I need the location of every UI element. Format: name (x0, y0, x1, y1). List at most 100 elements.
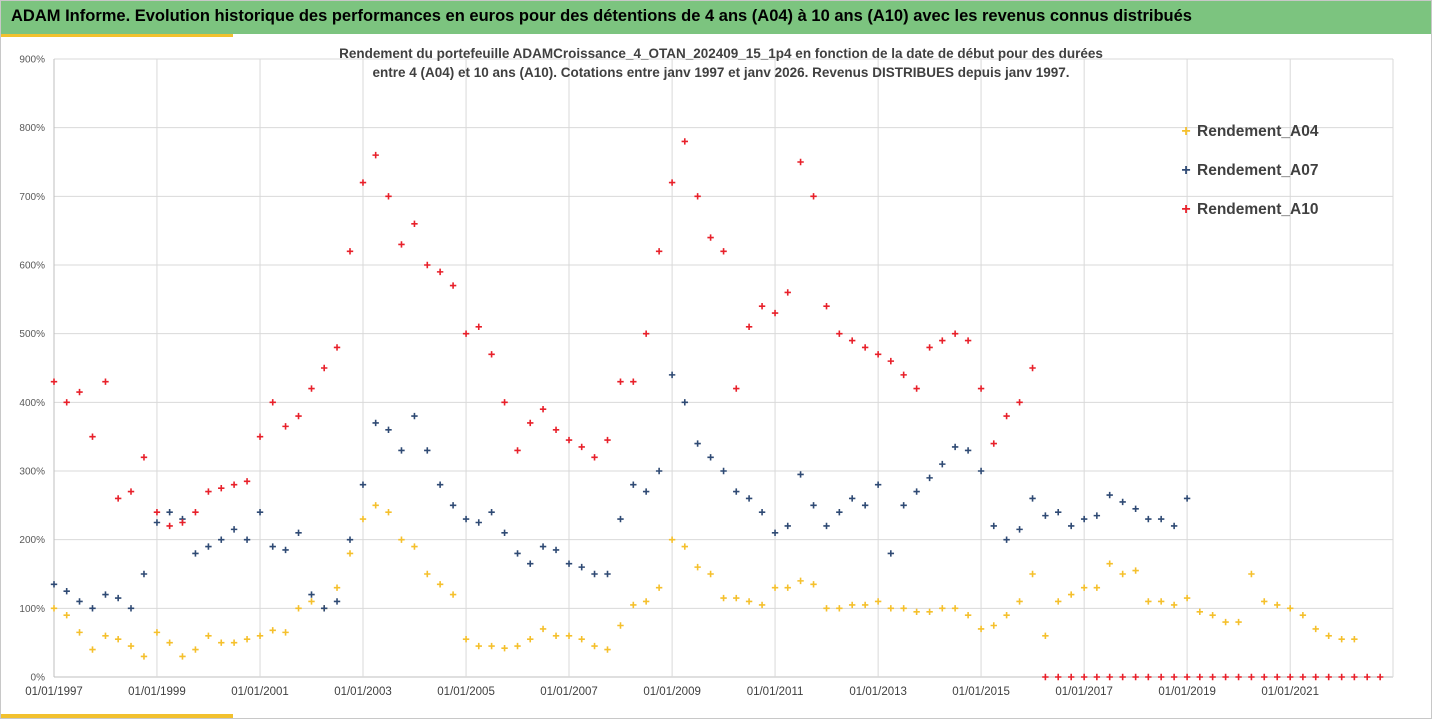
data-point (1003, 536, 1010, 543)
x-tick-label: 01/01/2003 (334, 686, 392, 698)
data-point (1119, 673, 1126, 681)
data-point (591, 570, 598, 578)
data-point (1222, 618, 1229, 626)
data-point (642, 488, 650, 495)
chart-title: Rendement du portefeuille ADAMCroissance… (211, 44, 1231, 82)
data-point (977, 467, 985, 475)
data-point (655, 467, 663, 475)
data-point (591, 642, 598, 650)
data-point (514, 447, 521, 454)
data-point (668, 371, 676, 379)
data-point (1248, 673, 1255, 681)
data-point (527, 419, 534, 427)
data-point (269, 399, 276, 406)
data-point (243, 536, 251, 543)
data-point (63, 399, 70, 406)
data-point (102, 591, 109, 598)
data-point (784, 289, 791, 296)
data-point (372, 502, 379, 509)
data-point (552, 426, 560, 433)
data-point (630, 481, 637, 488)
data-point (295, 412, 302, 420)
data-point (861, 344, 869, 351)
data-point (990, 440, 997, 447)
data-point (604, 646, 611, 653)
data-point (50, 378, 58, 385)
data-point (205, 488, 212, 495)
data-point (102, 378, 109, 385)
data-point (1093, 584, 1101, 591)
data-point (1067, 591, 1075, 598)
data-point (1325, 673, 1332, 681)
data-point (205, 543, 212, 550)
data-point (114, 495, 122, 502)
data-point (939, 337, 946, 344)
data-point (76, 388, 83, 396)
data-point (127, 605, 135, 612)
data-point (153, 629, 161, 636)
data-point (527, 560, 534, 567)
data-point (784, 584, 791, 591)
data-point (1003, 412, 1010, 420)
data-point (436, 481, 444, 488)
y-tick-label: 400% (19, 398, 45, 409)
data-point (153, 509, 161, 516)
data-point (694, 440, 701, 447)
data-point (887, 357, 895, 365)
data-point (745, 598, 753, 605)
chart-title-line-1: Rendement du portefeuille ADAMCroissance… (339, 46, 1103, 61)
data-point (308, 385, 315, 392)
data-point (707, 570, 714, 578)
data-point (1080, 515, 1088, 523)
data-point (913, 608, 920, 615)
data-point (1029, 570, 1036, 578)
data-point (140, 454, 148, 461)
legend-item-a07: + Rendement_A07 (1179, 162, 1318, 201)
data-point (230, 526, 238, 533)
data-point (462, 515, 470, 523)
data-point (514, 550, 521, 557)
data-point (179, 519, 186, 526)
data-point (205, 632, 212, 639)
data-point (1338, 636, 1345, 643)
data-point (295, 605, 302, 612)
data-point (1145, 673, 1152, 681)
x-tick-label: 01/01/2001 (231, 686, 289, 698)
data-point (462, 636, 470, 643)
banner-title: ADAM Informe. Evolution historique des p… (11, 7, 1192, 25)
data-point (385, 509, 392, 516)
accent-bar-bottom (1, 714, 233, 718)
data-point (449, 591, 457, 598)
data-point (617, 515, 624, 523)
data-point (745, 495, 753, 502)
data-point (1067, 522, 1075, 530)
data-point (1080, 584, 1088, 591)
data-point (771, 584, 779, 591)
data-point (63, 612, 70, 619)
data-point (333, 584, 341, 591)
data-point (630, 601, 637, 609)
data-point (179, 653, 186, 660)
title-banner: ADAM Informe. Evolution historique des p… (1, 1, 1431, 34)
series-rendement_a07 (50, 371, 1191, 612)
data-point (926, 474, 933, 482)
data-point (681, 543, 688, 550)
data-point (449, 282, 457, 289)
data-point (771, 309, 779, 317)
x-tick-label: 01/01/2017 (1055, 686, 1113, 698)
data-point (475, 642, 482, 650)
data-point (243, 478, 251, 485)
legend: + Rendement_A04 + Rendement_A07 + Rendement… (1179, 123, 1318, 240)
data-point (398, 447, 405, 454)
data-point (887, 550, 895, 557)
data-point (1067, 673, 1075, 681)
data-point (411, 412, 418, 420)
data-point (565, 560, 573, 567)
data-point (1261, 598, 1268, 605)
data-point (1080, 673, 1088, 681)
data-point (1209, 673, 1216, 681)
data-point (668, 536, 676, 543)
y-tick-label: 0% (31, 673, 46, 684)
data-point (218, 484, 225, 492)
data-point (256, 433, 264, 440)
